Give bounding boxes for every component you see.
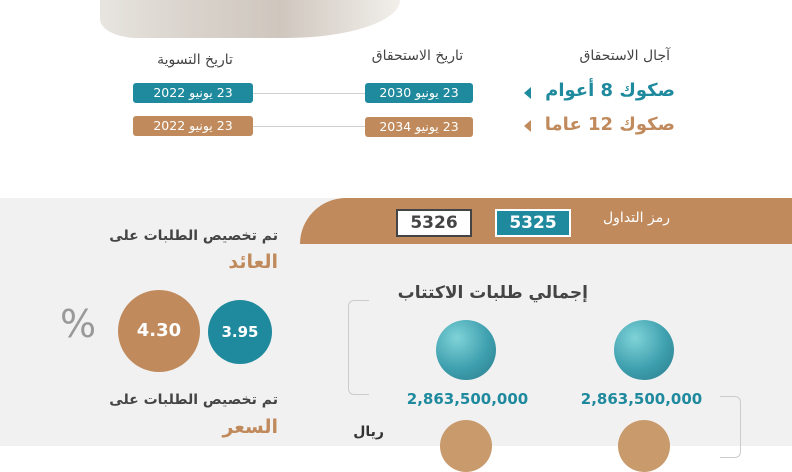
trading-code-8y: 5325 [495,209,571,237]
yield-8y-circle: 3.95 [208,300,272,364]
trading-code-label: رمز التداول [603,210,670,226]
settlement-header: تاريخ التسوية [157,52,233,68]
yield-allocation-title: تم تخصيص الطلبات على [109,228,278,244]
yield-allocation-subtitle: العائد [228,251,278,273]
row-connector [253,126,365,127]
tenor-header: آجال الاستحقاق [579,48,670,64]
sukuk-12-years: صكوك 12 عاما [544,114,675,135]
subscriptions-value-right: 2,863,500,000 [580,390,703,408]
triangle-marker-icon [524,87,531,99]
settlement-date-8y: 23 يونيو 2022 [133,83,253,103]
price-orb-left [440,420,492,472]
header-photo [100,0,400,38]
subscriptions-title: إجمالي طلبات الاكتتاب [397,283,588,303]
maturity-header: تاريخ الاستحقاق [371,48,464,64]
subscriptions-frame-left [348,300,369,395]
trading-code-12y: 5326 [396,209,472,237]
settlement-date-12y: 23 يونيو 2022 [133,116,253,136]
subscriptions-frame-right [720,396,741,458]
subscriptions-value-left: 2,863,500,000 [406,390,529,408]
maturity-date-8y: 23 يونيو 2030 [365,83,473,103]
currency-label: ريال [353,424,384,440]
percent-symbol: % [59,302,97,346]
price-allocation-title: تم تخصيص الطلبات على [109,392,278,408]
yield-12y-circle: 4.30 [118,290,200,372]
subscription-orb-right [614,320,674,380]
sukuk-8-years: صكوك 8 أعوام [545,80,675,101]
subscription-orb-left [436,320,496,380]
row-connector [253,93,365,94]
price-orb-right [618,420,670,472]
price-allocation-subtitle: السعر [222,416,278,438]
triangle-marker-icon [524,120,531,132]
maturity-date-12y: 23 يونيو 2034 [365,117,473,137]
